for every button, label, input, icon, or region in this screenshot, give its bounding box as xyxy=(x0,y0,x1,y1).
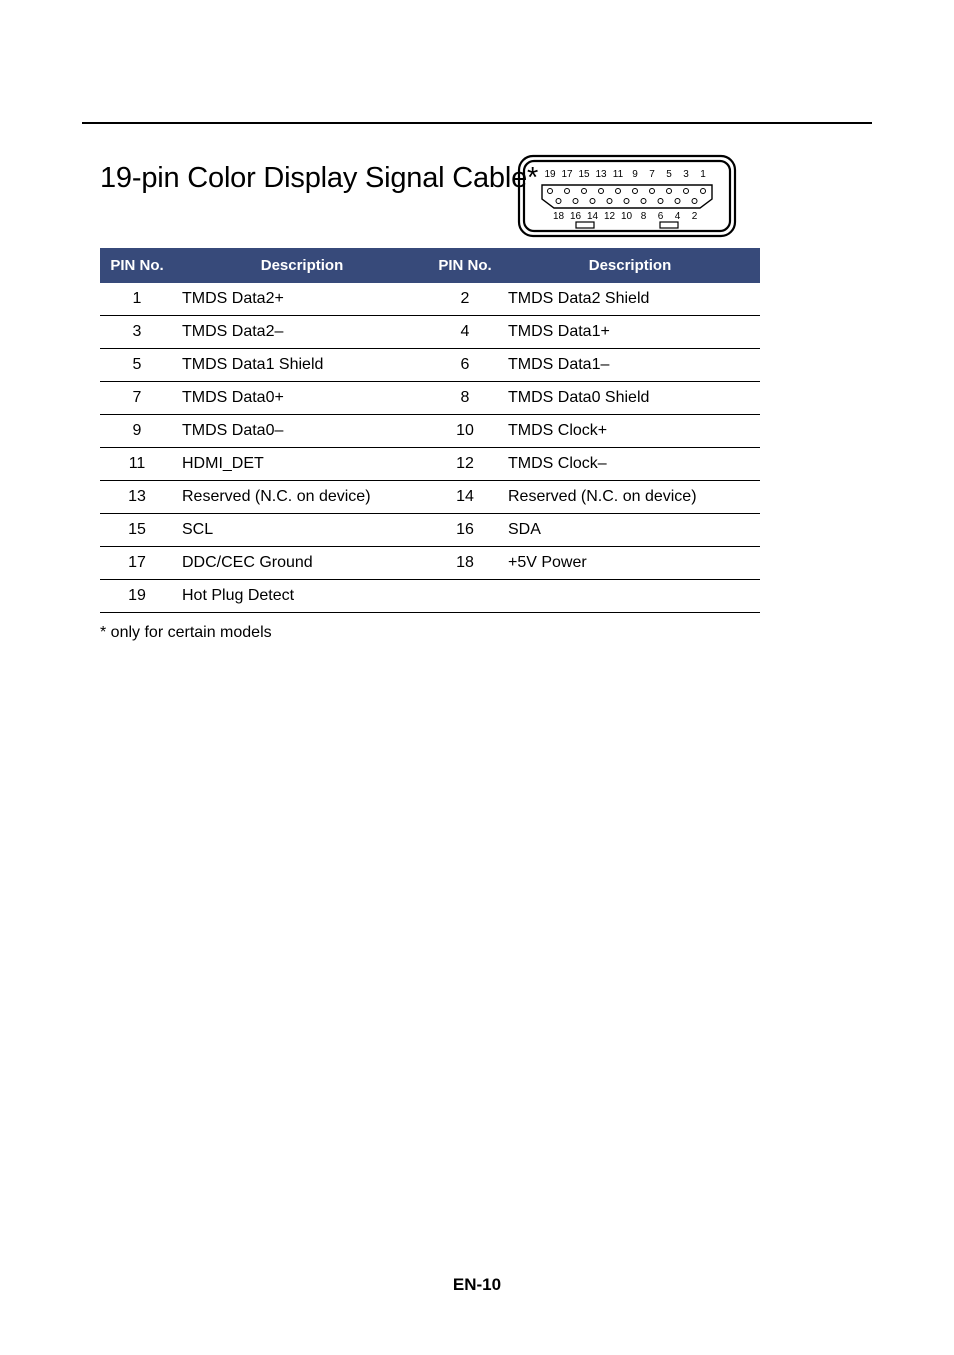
cell-pin: 5 xyxy=(100,349,174,382)
cell-pin: 10 xyxy=(430,415,500,448)
cell-pin: 11 xyxy=(100,448,174,481)
cell-pin: 15 xyxy=(100,514,174,547)
cell-desc: Reserved (N.C. on device) xyxy=(500,481,760,514)
table-row: 3TMDS Data2–4TMDS Data1+ xyxy=(100,316,760,349)
th-desc1: Description xyxy=(174,248,430,283)
cell-pin: 17 xyxy=(100,547,174,580)
svg-text:7: 7 xyxy=(649,169,655,180)
table-row: 5TMDS Data1 Shield6TMDS Data1– xyxy=(100,349,760,382)
table-row: 17DDC/CEC Ground18+5V Power xyxy=(100,547,760,580)
cell-pin: 12 xyxy=(430,448,500,481)
svg-text:2: 2 xyxy=(692,211,698,222)
cell-desc: Reserved (N.C. on device) xyxy=(174,481,430,514)
cell-pin: 2 xyxy=(430,283,500,316)
cell-desc: TMDS Data0 Shield xyxy=(500,382,760,415)
cell-desc: TMDS Data1+ xyxy=(500,316,760,349)
cell-desc: TMDS Data1– xyxy=(500,349,760,382)
cell-pin: 9 xyxy=(100,415,174,448)
table-row: 11HDMI_DET12TMDS Clock– xyxy=(100,448,760,481)
cell-desc: SCL xyxy=(174,514,430,547)
cell-desc: TMDS Data2 Shield xyxy=(500,283,760,316)
cell-pin: 14 xyxy=(430,481,500,514)
cell-desc: SDA xyxy=(500,514,760,547)
svg-text:1: 1 xyxy=(700,169,706,180)
svg-text:10: 10 xyxy=(621,211,633,222)
cell-pin: 1 xyxy=(100,283,174,316)
cell-pin xyxy=(430,580,500,613)
svg-text:19: 19 xyxy=(544,169,556,180)
svg-text:6: 6 xyxy=(658,211,664,222)
svg-text:9: 9 xyxy=(632,169,638,180)
cell-desc: TMDS Data2+ xyxy=(174,283,430,316)
table-row: 7TMDS Data0+8TMDS Data0 Shield xyxy=(100,382,760,415)
cell-desc: HDMI_DET xyxy=(174,448,430,481)
table-row: 13Reserved (N.C. on device)14Reserved (N… xyxy=(100,481,760,514)
svg-text:15: 15 xyxy=(578,169,590,180)
cell-desc: +5V Power xyxy=(500,547,760,580)
cell-pin: 4 xyxy=(430,316,500,349)
th-pin1: PIN No. xyxy=(100,248,174,283)
svg-text:13: 13 xyxy=(595,169,607,180)
table-row: 15SCL16SDA xyxy=(100,514,760,547)
svg-text:8: 8 xyxy=(641,211,647,222)
table-row: 19Hot Plug Detect xyxy=(100,580,760,613)
cell-desc xyxy=(500,580,760,613)
page-footer: EN-10 xyxy=(0,1275,954,1295)
cell-pin: 18 xyxy=(430,547,500,580)
cell-pin: 3 xyxy=(100,316,174,349)
table-row: 1TMDS Data2+2TMDS Data2 Shield xyxy=(100,283,760,316)
cell-desc: DDC/CEC Ground xyxy=(174,547,430,580)
svg-text:11: 11 xyxy=(613,169,624,180)
cell-desc: TMDS Data2– xyxy=(174,316,430,349)
cell-desc: Hot Plug Detect xyxy=(174,580,430,613)
cell-pin: 6 xyxy=(430,349,500,382)
svg-text:3: 3 xyxy=(683,169,689,180)
cell-desc: TMDS Data1 Shield xyxy=(174,349,430,382)
cell-pin: 19 xyxy=(100,580,174,613)
cell-pin: 8 xyxy=(430,382,500,415)
hdmi-connector-diagram: 19 17 15 13 11 97531 18 16 14 12 10 8642 xyxy=(516,152,738,240)
svg-text:4: 4 xyxy=(675,211,681,222)
svg-text:17: 17 xyxy=(561,169,573,180)
svg-text:5: 5 xyxy=(666,169,672,180)
th-pin2: PIN No. xyxy=(430,248,500,283)
cell-desc: TMDS Clock+ xyxy=(500,415,760,448)
th-desc2: Description xyxy=(500,248,760,283)
footnote: * only for certain models xyxy=(100,624,272,642)
table-row: 9TMDS Data0–10TMDS Clock+ xyxy=(100,415,760,448)
svg-text:16: 16 xyxy=(570,211,582,222)
cell-pin: 7 xyxy=(100,382,174,415)
top-divider xyxy=(82,122,872,124)
pinout-table: PIN No. Description PIN No. Description … xyxy=(100,248,760,613)
table-header-row: PIN No. Description PIN No. Description xyxy=(100,248,760,283)
svg-text:18: 18 xyxy=(553,211,565,222)
svg-text:14: 14 xyxy=(587,211,599,222)
cell-pin: 16 xyxy=(430,514,500,547)
svg-text:12: 12 xyxy=(604,211,616,222)
cell-pin: 13 xyxy=(100,481,174,514)
cell-desc: TMDS Data0– xyxy=(174,415,430,448)
cell-desc: TMDS Data0+ xyxy=(174,382,430,415)
cell-desc: TMDS Clock– xyxy=(500,448,760,481)
